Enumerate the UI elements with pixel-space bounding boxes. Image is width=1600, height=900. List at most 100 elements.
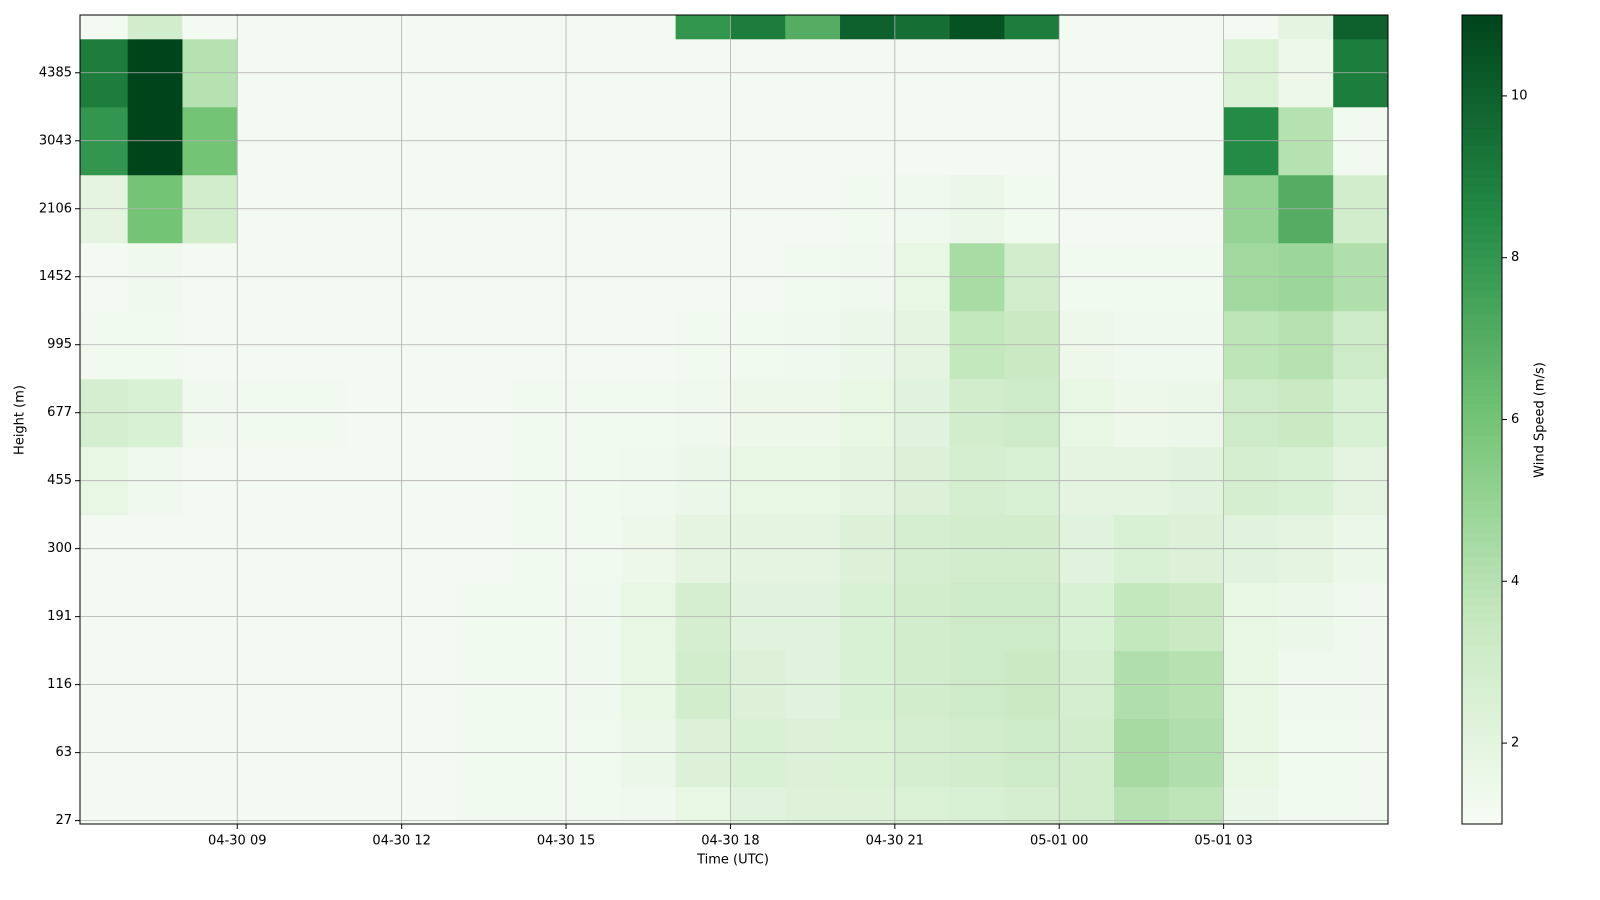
colorbar-step <box>1462 136 1502 145</box>
colorbar-step <box>1462 694 1502 704</box>
colorbar-step <box>1462 338 1502 348</box>
colorbar-step <box>1462 751 1502 760</box>
colorbar-step <box>1462 565 1502 574</box>
heat-cell <box>620 15 677 40</box>
colorbar-step <box>1462 314 1502 323</box>
x-tick-label: 04-30 12 <box>372 834 430 849</box>
colorbar-step <box>1462 225 1502 234</box>
axes: 04-30 09 04-30 12 04-30 15 04-30 18 04-30 21… <box>39 15 1388 849</box>
colorbar-step <box>1462 47 1502 56</box>
heat-cell <box>785 15 841 40</box>
colorbar-step <box>1462 468 1502 477</box>
colorbar-step <box>1462 540 1502 550</box>
colorbar-step <box>1462 103 1502 113</box>
colorbar-step <box>1462 557 1502 566</box>
colorbar-step <box>1462 686 1502 696</box>
colorbar-tick-label: 2 <box>1511 736 1519 751</box>
colorbar-step <box>1462 670 1502 679</box>
heat-cell <box>401 15 457 40</box>
colorbar-step <box>1462 621 1502 631</box>
heat-cell <box>894 786 951 824</box>
heat-cell <box>730 786 786 824</box>
colorbar-step <box>1462 459 1502 469</box>
heat-cell <box>511 15 567 40</box>
colorbar-step <box>1462 783 1502 793</box>
colorbar-step <box>1462 79 1502 89</box>
colorbar-step <box>1462 322 1502 332</box>
heat-cell <box>127 15 183 40</box>
colorbar-step <box>1462 209 1502 218</box>
heat-cell <box>182 15 238 40</box>
x-axis-label: Time (UTC) <box>696 853 769 868</box>
heat-cell <box>1278 15 1334 40</box>
colorbar-step <box>1462 128 1502 137</box>
heat-cell <box>894 15 951 40</box>
colorbar-step <box>1462 726 1502 736</box>
heat-cell <box>1114 15 1170 40</box>
heat-cell <box>949 15 1005 40</box>
colorbar-step <box>1462 346 1502 356</box>
x-tick-label: 04-30 18 <box>701 834 759 849</box>
y-tick-label: 300 <box>47 541 72 556</box>
colorbar-step <box>1462 87 1502 97</box>
colorbar: 2 4 6 8 10 <box>1461 14 1528 825</box>
heat-cell <box>949 786 1005 824</box>
colorbar-step <box>1462 281 1502 291</box>
colorbar-tick-label: 8 <box>1511 250 1519 265</box>
colorbar-step <box>1462 646 1502 655</box>
colorbar-step <box>1462 443 1502 453</box>
colorbar-step <box>1462 759 1502 768</box>
heat-cell <box>1004 15 1060 40</box>
heat-cell <box>1168 15 1225 40</box>
colorbar-step <box>1462 451 1502 461</box>
colorbar-step <box>1462 144 1502 154</box>
colorbar-step <box>1462 678 1502 687</box>
heat-cell <box>785 786 841 824</box>
colorbar-step <box>1462 112 1502 121</box>
colorbar-step <box>1462 354 1502 364</box>
heat-cell <box>456 786 512 824</box>
y-tick-label: 995 <box>47 337 72 352</box>
colorbar-step <box>1462 184 1502 194</box>
colorbar-step <box>1462 160 1502 170</box>
colorbar-step <box>1462 419 1502 429</box>
colorbar-step <box>1462 427 1502 437</box>
colorbar-step <box>1462 192 1502 202</box>
colorbar-tick-label: 10 <box>1511 88 1528 103</box>
colorbar-step <box>1462 662 1502 671</box>
colorbar-step <box>1462 330 1502 340</box>
heat-cell <box>1333 15 1388 40</box>
heat-cell <box>1223 786 1279 824</box>
heat-cell <box>840 15 896 40</box>
x-tick-label: 04-30 09 <box>208 834 266 849</box>
colorbar-step <box>1462 257 1502 267</box>
colorbar-step <box>1462 476 1502 485</box>
colorbar-step <box>1462 55 1502 65</box>
colorbar-step <box>1462 629 1502 639</box>
colorbar-step <box>1462 273 1502 283</box>
colorbar-step <box>1462 387 1502 396</box>
heat-cell <box>730 15 786 40</box>
y-tick-label: 1452 <box>39 269 72 284</box>
colorbar-step <box>1462 605 1502 615</box>
colorbar-step <box>1462 516 1502 526</box>
colorbar-step <box>1462 508 1502 518</box>
colorbar-step <box>1462 71 1502 81</box>
colorbar-label: Wind Speed (m/s) <box>1533 362 1548 478</box>
heat-cell <box>1114 786 1170 824</box>
heat-cell <box>456 15 512 40</box>
colorbar-step <box>1462 362 1502 372</box>
heat-cell <box>1223 15 1279 40</box>
colorbar-step <box>1462 815 1502 825</box>
colorbar-step <box>1462 573 1502 582</box>
heat-cell <box>1333 786 1388 824</box>
colorbar-step <box>1462 168 1502 178</box>
y-tick-label: 677 <box>47 405 72 420</box>
y-tick-label: 116 <box>47 677 72 692</box>
colorbar-step <box>1462 152 1502 162</box>
colorbar-step <box>1462 265 1502 275</box>
x-tick-label: 04-30 15 <box>537 834 595 849</box>
heat-cell <box>1168 786 1225 824</box>
y-tick-label: 455 <box>47 473 72 488</box>
colorbar-step <box>1462 532 1502 542</box>
